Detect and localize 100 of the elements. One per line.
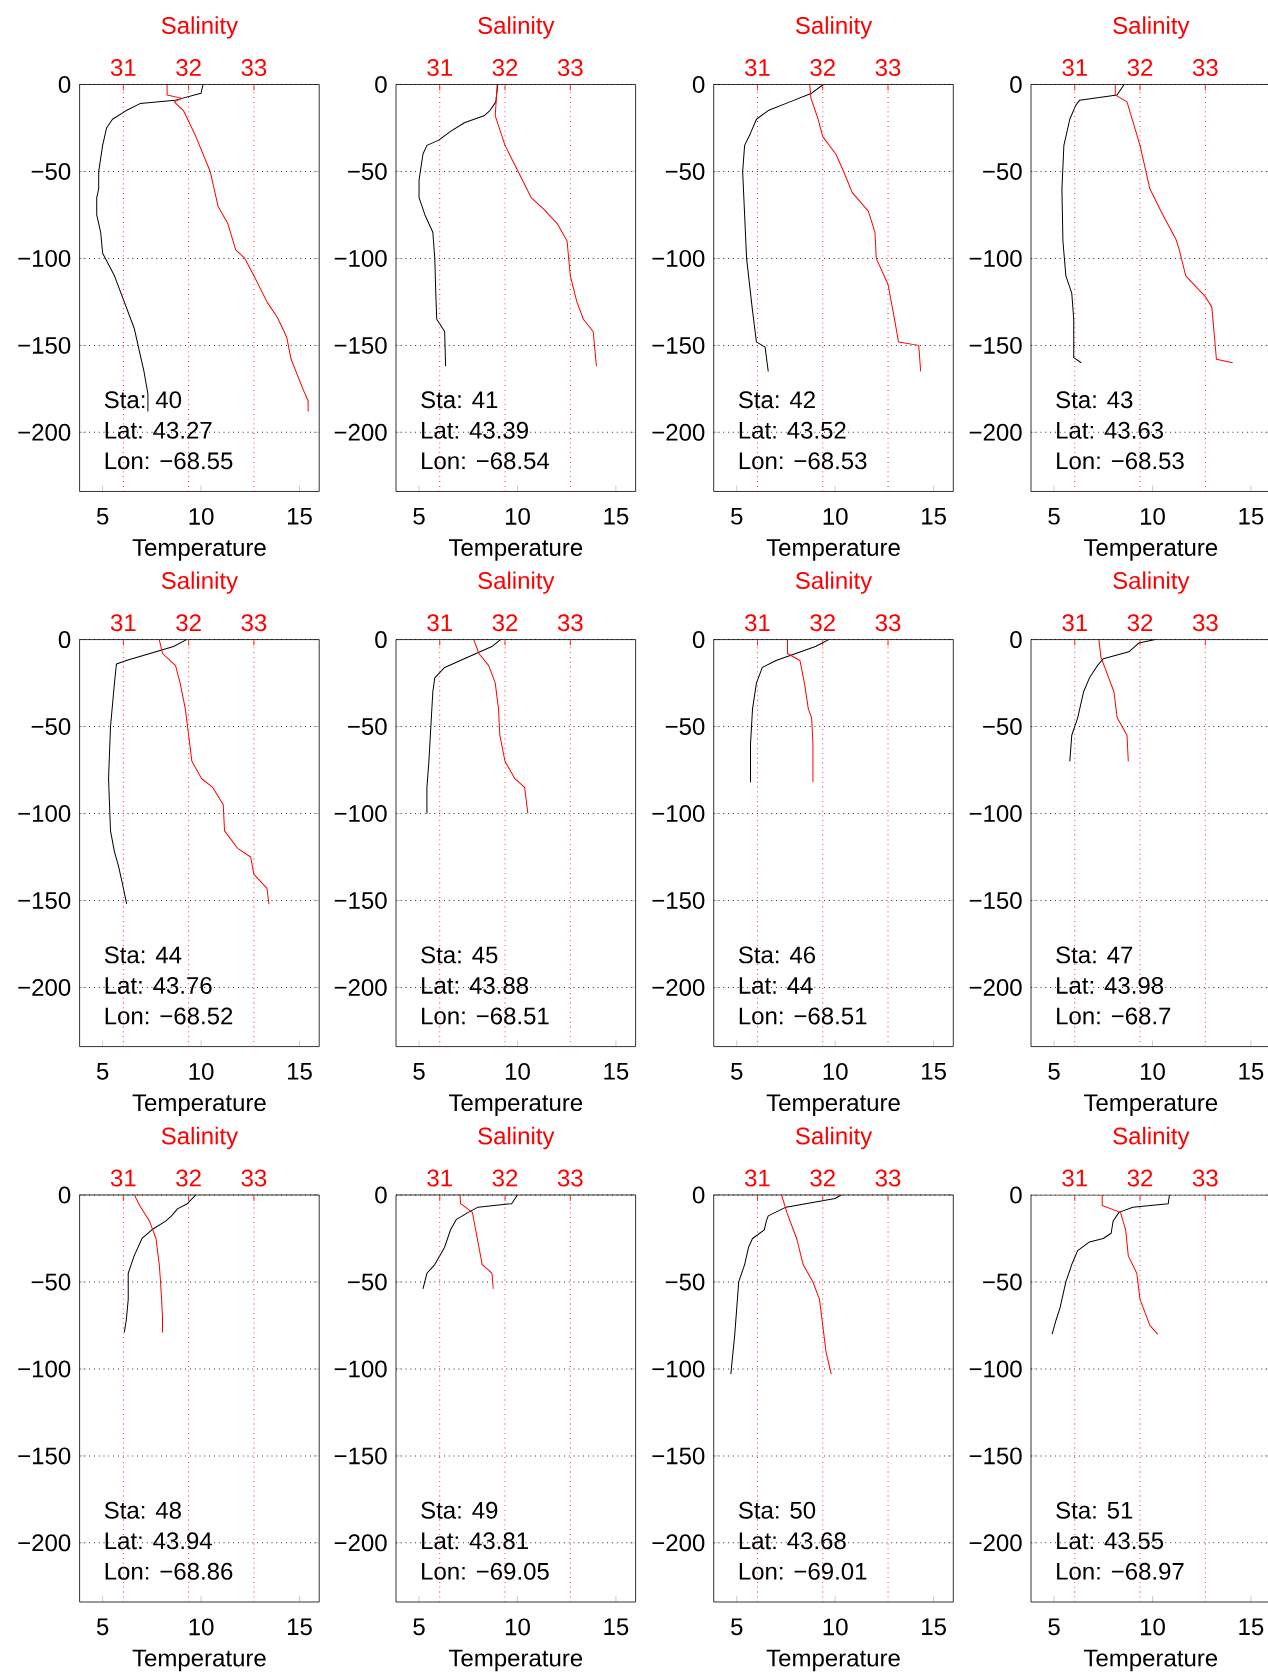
y-tick-label: −200 — [18, 978, 71, 996]
y-tick-label: −200 — [18, 423, 71, 441]
x-tick-label: 5 — [96, 507, 109, 525]
x-tick-label: 5 — [1048, 1618, 1060, 1636]
x-tick-label: 15 — [287, 507, 312, 525]
x-tick-label: 15 — [922, 1618, 946, 1636]
y-tick-label: −200 — [652, 1534, 705, 1552]
x2-tick-label: 33 — [557, 614, 583, 632]
x-axis-title: Temperature — [448, 539, 583, 561]
x-tick-label: 15 — [922, 507, 946, 525]
y-tick-label: −100 — [18, 1360, 71, 1378]
x-tick-label: 15 — [1239, 1618, 1264, 1636]
annotation: Lat: 43.76 — [105, 976, 212, 994]
y-tick-label: −50 — [31, 718, 71, 736]
y-tick-label: −200 — [334, 978, 387, 996]
x-tick-label: 15 — [922, 1063, 946, 1080]
x-axis-title: Temperature — [1083, 539, 1218, 561]
x2-tick-label: 33 — [241, 59, 267, 77]
annotation: Lat: 43.63 — [1057, 421, 1164, 439]
y-tick-label: 0 — [58, 75, 71, 93]
y-tick-label: −50 — [983, 718, 1022, 736]
x-tick-label: 5 — [1048, 507, 1060, 525]
y-tick-label: −150 — [969, 336, 1022, 354]
y-tick-label: 0 — [58, 1186, 71, 1204]
x-tick-label: 5 — [413, 507, 425, 525]
x-axis-title: Temperature — [766, 1649, 900, 1672]
annotation: Sta: 45 — [421, 946, 498, 964]
x-axis-title: Temperature — [766, 1094, 900, 1116]
x2-axis-title: Salinity — [478, 571, 555, 594]
x-tick-label: 15 — [604, 1063, 629, 1080]
y-tick-label: −200 — [334, 423, 387, 441]
x-tick-label: 5 — [96, 1063, 109, 1080]
x2-axis-title: Salinity — [161, 1126, 239, 1150]
x2-tick-label: 33 — [875, 614, 901, 632]
x2-tick-label: 31 — [110, 614, 136, 632]
x2-tick-label: 33 — [875, 59, 901, 77]
y-tick-label: −150 — [334, 1447, 387, 1465]
x2-tick-label: 32 — [492, 59, 518, 77]
y-tick-label: 0 — [1010, 75, 1022, 93]
x2-tick-label: 32 — [1127, 59, 1153, 77]
annotation: Sta: 47 — [1056, 946, 1133, 964]
x2-tick-label: 32 — [176, 614, 201, 632]
x-axis-title: Temperature — [132, 1649, 266, 1672]
x-tick-label: 5 — [413, 1618, 425, 1636]
x2-tick-label: 31 — [1062, 59, 1087, 77]
y-tick-label: −200 — [18, 1534, 71, 1552]
y-tick-label: −50 — [665, 1273, 705, 1291]
x2-tick-label: 32 — [176, 59, 201, 77]
annotation: Sta: 40 — [104, 391, 182, 409]
x-tick-label: 15 — [287, 1063, 312, 1080]
x2-axis-title: Salinity — [795, 571, 873, 594]
x-tick-label: 10 — [1140, 1618, 1165, 1636]
x-tick-label: 10 — [823, 1618, 848, 1636]
annotation: Lat: 43.39 — [422, 421, 528, 439]
annotation: Lon: −68.97 — [1057, 1562, 1184, 1580]
y-tick-label: 0 — [58, 631, 71, 649]
y-tick-label: −100 — [969, 1360, 1022, 1378]
x-tick-label: 10 — [1140, 507, 1165, 525]
x-tick-label: 10 — [505, 507, 530, 525]
y-tick-label: −200 — [969, 423, 1022, 441]
x2-axis-title: Salinity — [478, 16, 555, 39]
y-tick-label: −200 — [652, 423, 705, 441]
x2-tick-label: 32 — [492, 614, 518, 632]
y-tick-label: 0 — [375, 1186, 387, 1204]
annotation: Lon: −68.52 — [105, 1007, 233, 1025]
x-tick-label: 5 — [413, 1063, 425, 1080]
annotation: Sta: 42 — [738, 391, 815, 409]
x-tick-label: 10 — [189, 1063, 214, 1080]
annotation: Sta: 44 — [104, 946, 182, 964]
y-tick-label: 0 — [1010, 1186, 1022, 1204]
y-tick-label: −150 — [652, 336, 705, 354]
x2-tick-label: 32 — [810, 614, 835, 632]
x-tick-label: 10 — [1140, 1063, 1165, 1080]
x-tick-label: 10 — [189, 1618, 214, 1636]
annotation: Sta: 46 — [738, 946, 816, 964]
x-tick-label: 10 — [823, 507, 848, 525]
x-axis-title: Temperature — [132, 1094, 266, 1116]
x-tick-label: 15 — [1239, 507, 1264, 525]
annotation: Lat: 43.98 — [1057, 976, 1164, 994]
annotation: Sta: 50 — [738, 1501, 816, 1519]
x2-axis-title: Salinity — [1113, 571, 1190, 594]
x-axis-title: Temperature — [1083, 1094, 1218, 1116]
x-tick-label: 10 — [505, 1618, 530, 1636]
annotation: Lat: 43.68 — [739, 1532, 846, 1550]
x2-tick-label: 31 — [427, 1169, 452, 1187]
x-tick-label: 5 — [96, 1618, 109, 1636]
x-axis-title: Temperature — [1083, 1649, 1218, 1672]
x-axis-title: Temperature — [448, 1649, 583, 1672]
annotation: Lon: −68.53 — [1057, 452, 1184, 470]
x2-tick-label: 31 — [110, 1169, 136, 1187]
y-tick-label: −150 — [652, 892, 705, 909]
x2-tick-label: 32 — [1127, 614, 1153, 632]
annotation: Lon: −68.51 — [422, 1007, 549, 1025]
annotation: Sta: 43 — [1056, 391, 1133, 409]
y-tick-label: −100 — [334, 249, 387, 267]
annotation: Lon: −68.51 — [739, 1007, 867, 1025]
annotation: Lon: −68.53 — [739, 452, 867, 470]
annotation: Lon: −69.05 — [422, 1562, 549, 1580]
y-tick-label: 0 — [692, 631, 705, 649]
y-tick-label: −100 — [969, 249, 1022, 267]
